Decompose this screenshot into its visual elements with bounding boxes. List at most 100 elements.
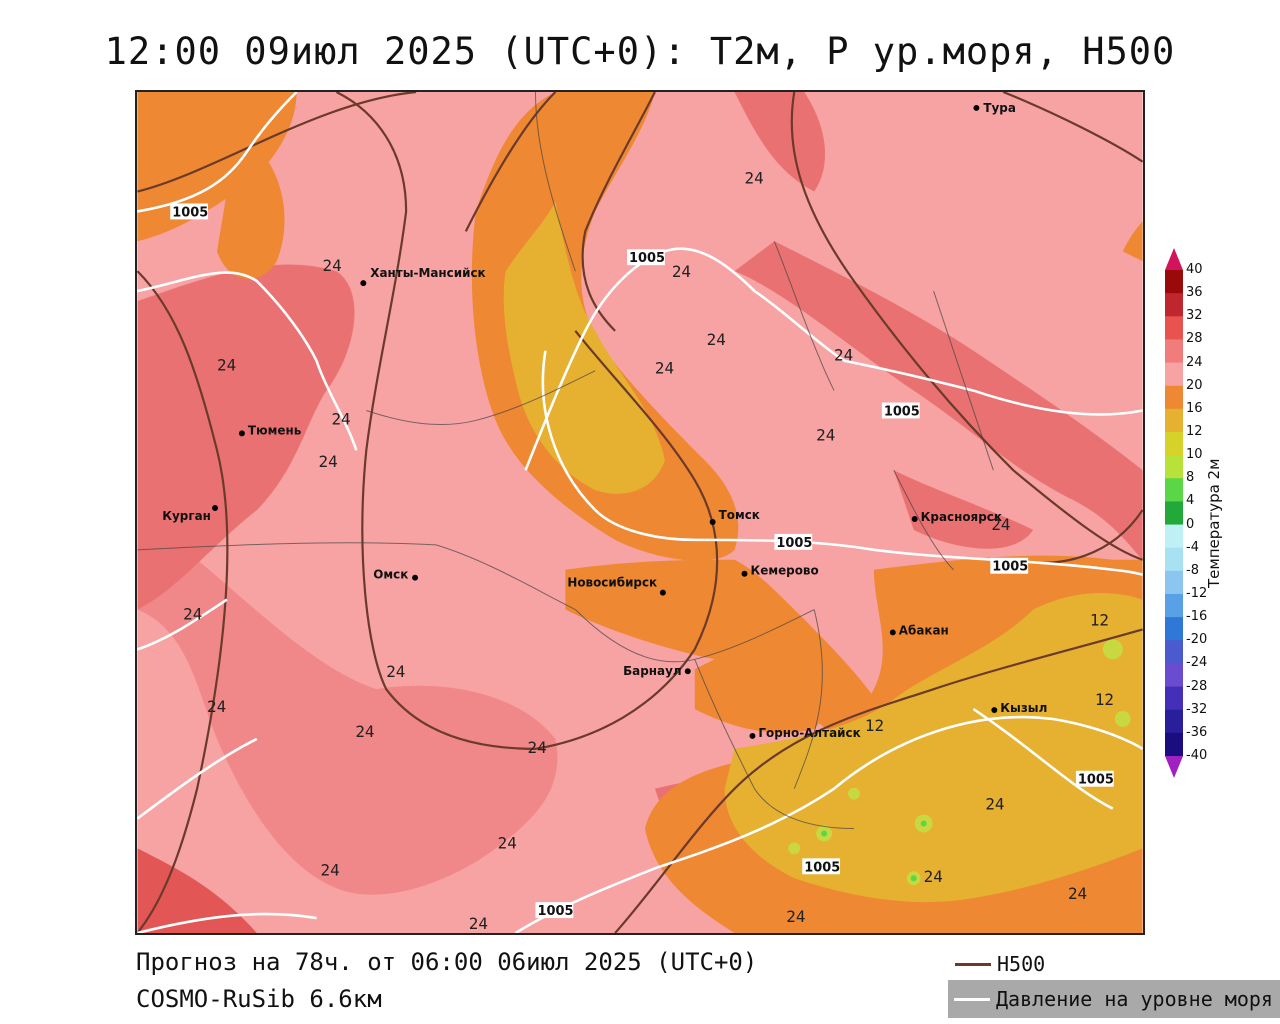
temp-label: 12 xyxy=(1090,610,1109,629)
temp-label: 24 xyxy=(786,907,805,926)
temp-label: 24 xyxy=(834,346,853,365)
legend-pressure-label: Давление на уровне моря xyxy=(996,987,1273,1011)
temp-label: 24 xyxy=(672,262,691,281)
svg-text:1005: 1005 xyxy=(172,205,208,220)
colorbar-tick-label: 8 xyxy=(1186,470,1195,486)
map-title: 12:00 09июл 2025 (UTC+0): T2м, P ур.моря… xyxy=(104,30,1176,73)
colorbar-tick-label: 16 xyxy=(1186,400,1203,416)
city-dot-omsk xyxy=(412,574,419,581)
colorbar-segment xyxy=(1165,617,1183,641)
colorbar-segment xyxy=(1165,408,1183,433)
colorbar-tick-label: -8 xyxy=(1186,562,1199,578)
temp-label: 24 xyxy=(745,169,764,188)
temp-label: 24 xyxy=(207,697,226,716)
pressure-label-2: 1005 xyxy=(627,249,665,266)
colorbar-tick-label: -28 xyxy=(1186,678,1208,694)
temp-label: 24 xyxy=(528,738,547,757)
svg-text:1005: 1005 xyxy=(992,560,1028,575)
temp-label: 24 xyxy=(498,833,517,852)
city-dot-barnaul xyxy=(684,668,691,675)
svg-text:1005: 1005 xyxy=(629,251,665,266)
city-dot-tomsk xyxy=(709,518,716,525)
city-dot-tyumen xyxy=(238,430,245,437)
city-label-novosibirsk: Новосибирск xyxy=(567,576,657,590)
svg-text:1005: 1005 xyxy=(537,904,573,919)
legend-h500-label: H500 xyxy=(997,952,1046,976)
colorbar-segment xyxy=(1165,270,1183,294)
colorbar-segment xyxy=(1165,432,1183,456)
city-dot-tura xyxy=(973,104,980,111)
colorbar-segment xyxy=(1165,732,1183,757)
temp-label: 24 xyxy=(707,330,726,349)
temp-label: 24 xyxy=(355,722,374,741)
pressure-label-5: 1005 xyxy=(990,557,1028,575)
colorbar-segment xyxy=(1165,686,1183,711)
colorbar-segment xyxy=(1165,570,1183,595)
city-label-kemerovo: Кемерово xyxy=(750,564,818,578)
city-label-kyzyl: Кызыл xyxy=(1000,701,1047,715)
colorbar-segment xyxy=(1165,316,1183,340)
colorbar-segment xyxy=(1165,293,1183,317)
temp-label: 24 xyxy=(1068,884,1087,903)
city-label-tura: Тура xyxy=(983,101,1016,115)
forecast-map: Тура Ханты-Мансийск Тюмень Курган Омск Н… xyxy=(135,90,1145,935)
temperature-zone-4 xyxy=(821,820,927,882)
temp-label: 24 xyxy=(386,662,405,681)
pressure-label-1: 1005 xyxy=(170,203,208,220)
colorbar-segment xyxy=(1165,640,1183,664)
colorbar-tick-label: 10 xyxy=(1186,447,1203,463)
colorbar-segment xyxy=(1165,478,1183,502)
city-label-krasnoyarsk: Красноярск xyxy=(921,510,1002,524)
colorbar-tick-label: -24 xyxy=(1186,655,1208,671)
h500-line-swatch xyxy=(955,962,991,966)
pressure-label-6: 1005 xyxy=(1075,770,1114,788)
city-label-tyumen: Тюмень xyxy=(248,423,302,437)
temp-label: 24 xyxy=(469,914,488,933)
region-borders xyxy=(137,92,994,829)
svg-text:1005: 1005 xyxy=(884,404,920,419)
city-dot-kemerovo xyxy=(741,570,748,577)
city-label-omsk: Омск xyxy=(373,568,408,582)
city-label-barnaul: Барнаул xyxy=(623,664,682,678)
city-dot-krasnoyarsk xyxy=(911,515,918,522)
colorbar-segment xyxy=(1165,339,1183,364)
colorbar-tick-label: 36 xyxy=(1186,285,1203,301)
colorbar-tick-label: -4 xyxy=(1186,539,1199,555)
colorbar-tick-label: -32 xyxy=(1186,701,1208,717)
colorbar-segment xyxy=(1165,362,1183,387)
pressure-label-4: 1005 xyxy=(774,533,812,551)
colorbar-tick-label: 24 xyxy=(1186,354,1203,370)
pressure-label-8: 1005 xyxy=(535,902,573,919)
colorbar-segment xyxy=(1165,501,1183,526)
svg-text:1005: 1005 xyxy=(776,536,812,551)
city-dot-novosibirsk xyxy=(659,589,666,596)
colorbar-tick-label: -16 xyxy=(1186,609,1208,625)
colorbar-tick-label: 32 xyxy=(1186,308,1203,324)
temp-label: 24 xyxy=(183,604,202,623)
colorbar-tick-label: -36 xyxy=(1186,724,1208,740)
temp-label: 12 xyxy=(1095,690,1114,709)
city-markers xyxy=(212,104,998,739)
colorbar-bottom-arrow xyxy=(1165,756,1183,778)
temp-label: 24 xyxy=(323,256,342,275)
temp-label: 24 xyxy=(331,409,350,428)
colorbar-segment xyxy=(1165,524,1183,549)
city-label-tomsk: Томск xyxy=(719,508,760,522)
city-dot-abakan xyxy=(889,629,896,636)
city-dot-kurgan xyxy=(212,505,219,512)
city-dot-gorno-altaysk xyxy=(749,732,756,739)
colorbar-tick-label: 0 xyxy=(1186,516,1195,532)
temp-label: 24 xyxy=(321,860,340,879)
colorbar-top-arrow xyxy=(1165,248,1183,270)
temp-label: 24 xyxy=(217,356,236,375)
model-name: COSMO-RuSib 6.6км xyxy=(136,985,382,1013)
colorbar-tick-label: -40 xyxy=(1186,748,1208,763)
temp-label: 24 xyxy=(655,359,674,378)
temp-label: 12 xyxy=(865,716,884,735)
city-label-abakan: Абакан xyxy=(899,623,949,637)
pressure-line-swatch xyxy=(954,997,990,1001)
city-dot-khanty-mansiysk xyxy=(360,280,367,287)
city-label-gorno-altaysk: Горно-Алтайск xyxy=(758,726,860,740)
temp-label: 24 xyxy=(991,515,1010,534)
colorbar-tick-label: 4 xyxy=(1186,493,1195,509)
